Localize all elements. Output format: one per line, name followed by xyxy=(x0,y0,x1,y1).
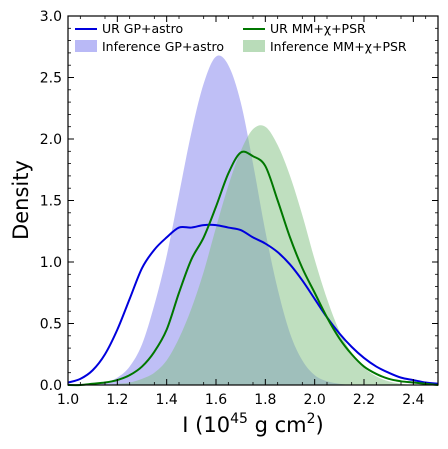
x-tick-label: 1.8 xyxy=(254,392,276,408)
line-series-group xyxy=(67,150,439,387)
legend-label-inference-mm-psr: Inference MM+χ+PSR xyxy=(270,39,407,54)
x-axis-title-unit: g cm xyxy=(248,413,307,437)
plot-frame xyxy=(67,15,439,386)
y-tick-label: 2.0 xyxy=(40,132,62,148)
y-tick-label: 1.5 xyxy=(40,194,62,210)
y-axis-title: Density xyxy=(9,160,33,240)
legend-label-inference-gp-astro: Inference GP+astro xyxy=(102,39,224,54)
x-tick-label: 2.0 xyxy=(304,392,326,408)
x-axis-title-main: I (10 xyxy=(182,413,230,437)
x-tick-label: 1.2 xyxy=(106,392,128,408)
line-ur-mm-psr xyxy=(67,150,439,387)
x-axis-title-exponent: 45 xyxy=(230,411,248,427)
y-tick-label: 1.0 xyxy=(40,255,62,271)
y-tick-label: 0.0 xyxy=(40,378,62,394)
y-tick-label: 2.5 xyxy=(40,71,62,87)
x-axis-title-close: ) xyxy=(316,413,324,437)
x-tick-label: 1.0 xyxy=(57,392,79,408)
legend-swatch-inference-mm-psr xyxy=(243,40,265,52)
x-axis-title: I (1045 g cm2) xyxy=(182,411,323,437)
x-axis-title-exponent-2: 2 xyxy=(307,411,316,427)
legend-swatch-inference-gp-astro xyxy=(75,40,97,52)
x-tick-label: 2.4 xyxy=(402,392,424,408)
legend-label-ur-gp-astro: UR GP+astro xyxy=(102,21,183,36)
legend: UR GP+astro Inference GP+astro UR MM+χ+P… xyxy=(75,21,407,54)
area-series-group xyxy=(68,55,438,386)
x-tick-label: 2.2 xyxy=(353,392,375,408)
y-tick-label: 3.0 xyxy=(40,9,62,25)
x-tick-label: 1.6 xyxy=(205,392,227,408)
ticks-group: 1.0 1.2 1.4 1.6 1.8 2.0 2.2 2.4 0.0 0.5 1.0 1.5 2.0 2… xyxy=(40,9,438,408)
area-inference-mm-psr xyxy=(68,125,438,386)
legend-label-ur-mm-psr: UR MM+χ+PSR xyxy=(270,21,366,36)
y-tick-label: 0.5 xyxy=(40,317,62,333)
line-ur-gp-astro xyxy=(67,223,439,385)
x-tick-label: 1.4 xyxy=(156,392,178,408)
